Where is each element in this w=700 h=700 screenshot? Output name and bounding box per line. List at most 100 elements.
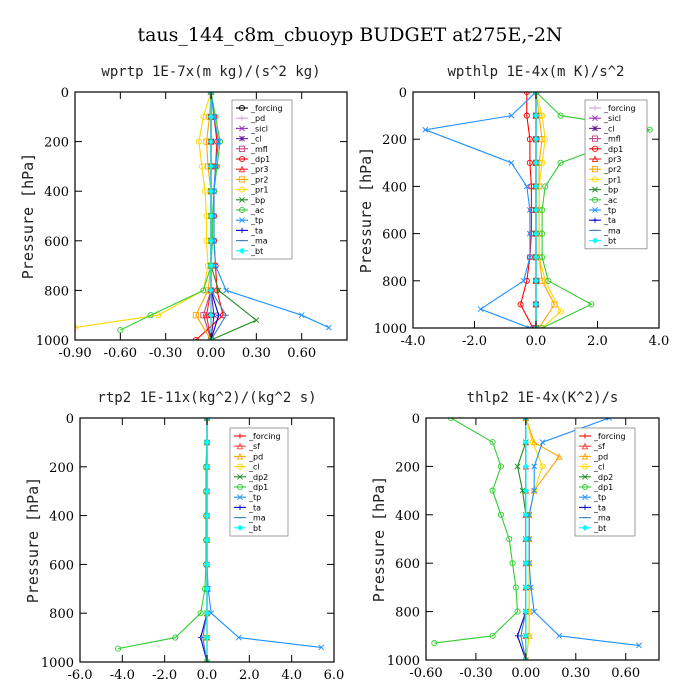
panel-title: rtp2 1E-11x(kg^2)/(kg^2 s) [97,390,316,406]
data-point [212,163,219,170]
data-point [431,640,438,647]
legend-entry: _mfl [603,135,621,144]
x-tick-label: -0.30 [149,346,182,361]
legend-marker [581,442,589,450]
data-point [447,418,455,422]
legend-entry: _ma [250,237,268,246]
data-point [200,287,207,294]
data-point [539,230,546,237]
legend-entry: _bt [250,247,263,256]
legend-marker [581,524,589,531]
data-point [522,560,529,567]
data-point [539,463,546,470]
legend-marker [236,483,244,491]
legend-entry: _forcing [248,432,281,441]
x-tick-label: 0.0 [197,668,218,683]
legend-box [584,99,648,250]
legend-marker [591,166,599,173]
legend-marker [239,125,245,132]
data-point [526,325,533,328]
data-point [217,138,224,145]
legend-marker [239,217,245,224]
data-point [215,287,222,294]
x-tick-label: -0.30 [459,666,492,681]
legend-marker [238,247,246,254]
panel-2: wpthlp 1E-4x(m K)/s^2 Pressure [hPa] -4.0 -… [357,64,669,349]
legend-marker [582,473,588,480]
plot-frame [425,417,660,661]
data-point [532,183,540,190]
legend-entry: _pr1 [603,175,621,184]
data-point [532,230,540,237]
x-tick-label: 6.0 [324,668,345,683]
x-tick-label: 0.60 [611,666,640,681]
legend-entry: _ma [603,226,621,235]
data-point [298,312,305,319]
data-point [533,325,539,328]
legend-marker [591,155,599,163]
legend-entry: _dp1 [250,155,270,164]
data-point [532,206,540,214]
legend: _forcing_sicl_cl_mfl_dp1_pr3_pr2_pr1_bp_… [584,99,648,250]
data-point [203,439,211,446]
data-point [531,487,538,494]
data-point [497,463,504,470]
legend-entry: _pr3 [250,165,268,174]
data-point [207,163,215,170]
data-point [208,92,214,95]
legend-entry: _cl [603,124,615,133]
panels: wprtp 1E-7x(m kg)/(s^2 kg) Pressure [hPa]… [19,64,669,683]
panel-4: thlp2 1E-4x(K^2)/s Pressure [hPa] -0.60 -0.… [370,390,660,681]
data-point [201,188,209,195]
y-tick-label: 400 [44,185,69,200]
legend-entry: _sicl [603,114,621,123]
x-tick-label: 0.0 [526,334,547,349]
legend-entry: _sicl [250,124,268,133]
data-point [539,112,546,119]
legend-marker [591,237,599,244]
data-point [203,610,211,617]
series-line-dp1 [434,418,519,644]
legend-entry: _cl [248,463,260,472]
data-point [531,608,538,615]
legend-entry: _pr2 [250,175,268,184]
series-group [115,418,325,662]
data-point [527,584,534,591]
x-tick-label: 0.00 [197,346,226,361]
data-point [203,512,211,519]
data-point [422,126,429,133]
x-tick-label: -2.0 [152,668,177,683]
legend-marker [591,135,599,142]
legend-marker [239,196,245,203]
legend-marker [581,452,589,460]
y-tick-label: 400 [395,509,420,524]
data-point [539,159,546,166]
data-point [325,324,332,331]
legend-entry: _dp1 [593,483,613,492]
data-point [506,535,513,543]
y-axis-label: Pressure [hPa] [357,147,375,273]
data-point [195,138,202,145]
legend-marker [591,176,599,183]
series-line-pr1 [535,92,562,328]
legend-entry: _ma [248,514,266,523]
legend-marker [592,125,598,132]
data-point [203,561,211,568]
legend-entry: _mfl [250,145,268,154]
data-point [531,463,538,470]
legend: _forcing_pd_sicl_cl_mfl_dp1_pr3_pr2_pr1_… [231,99,293,260]
legend-marker [236,452,244,460]
data-point [526,536,533,542]
data-point [522,439,529,446]
y-tick-label: 600 [382,228,407,243]
legend-marker [237,504,243,510]
data-point [523,112,530,119]
y-tick-label: 200 [44,136,69,151]
data-point [532,136,540,143]
data-point [529,439,536,446]
legend-marker [238,155,246,163]
y-tick-label: 800 [382,275,407,290]
y-tick-label: 200 [382,133,407,148]
legend-entry: _tp [248,493,261,502]
legend-entry: _bt [248,524,261,533]
